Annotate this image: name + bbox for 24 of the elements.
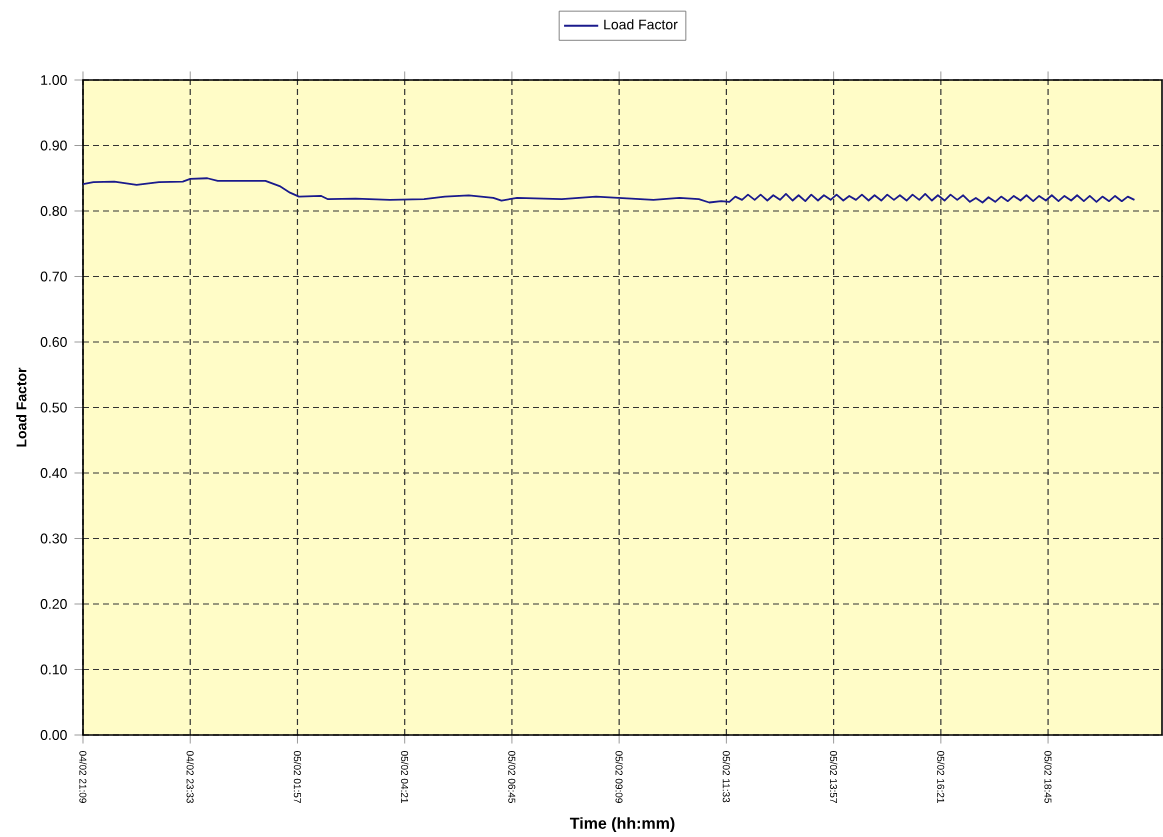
x-tick-label: 05/02 13:57 [829, 750, 838, 803]
y-tick-label: 0.00 [40, 730, 67, 740]
x-tick-label: 05/02 01:57 [293, 750, 302, 803]
y-tick-label: 0.90 [40, 140, 67, 151]
x-tick-label: 05/02 18:45 [1044, 750, 1052, 803]
x-tick-label: 05/02 16:21 [937, 750, 945, 803]
y-tick-label: 0.70 [40, 271, 67, 282]
legend-label: Load Factor [604, 19, 678, 30]
y-tick-label: 0.50 [40, 402, 67, 413]
x-axis-title: Time (hh:mm) [569, 817, 675, 833]
x-tick-label: 04/02 23:33 [186, 750, 194, 803]
y-axis-title: Load Factor [16, 367, 27, 447]
y-tick-label: 0.10 [40, 664, 67, 675]
y-tick-label: 0.40 [40, 468, 67, 478]
y-tick-label: 0.30 [40, 533, 67, 544]
y-tick-label: 0.60 [40, 337, 67, 347]
y-tick-label: 1.00 [41, 75, 67, 85]
x-tick-label: 05/02 09:09 [615, 750, 623, 803]
x-tick-label: 04/02 21:09 [79, 750, 87, 803]
x-tick-label: 05/02 06:45 [508, 750, 516, 803]
y-tick-label: 0.20 [40, 599, 67, 609]
y-tick-label: 0.80 [40, 206, 67, 216]
x-tick-label: 05/02 11:33 [722, 750, 731, 803]
x-tick-label: 05/02 04:21 [401, 750, 409, 803]
